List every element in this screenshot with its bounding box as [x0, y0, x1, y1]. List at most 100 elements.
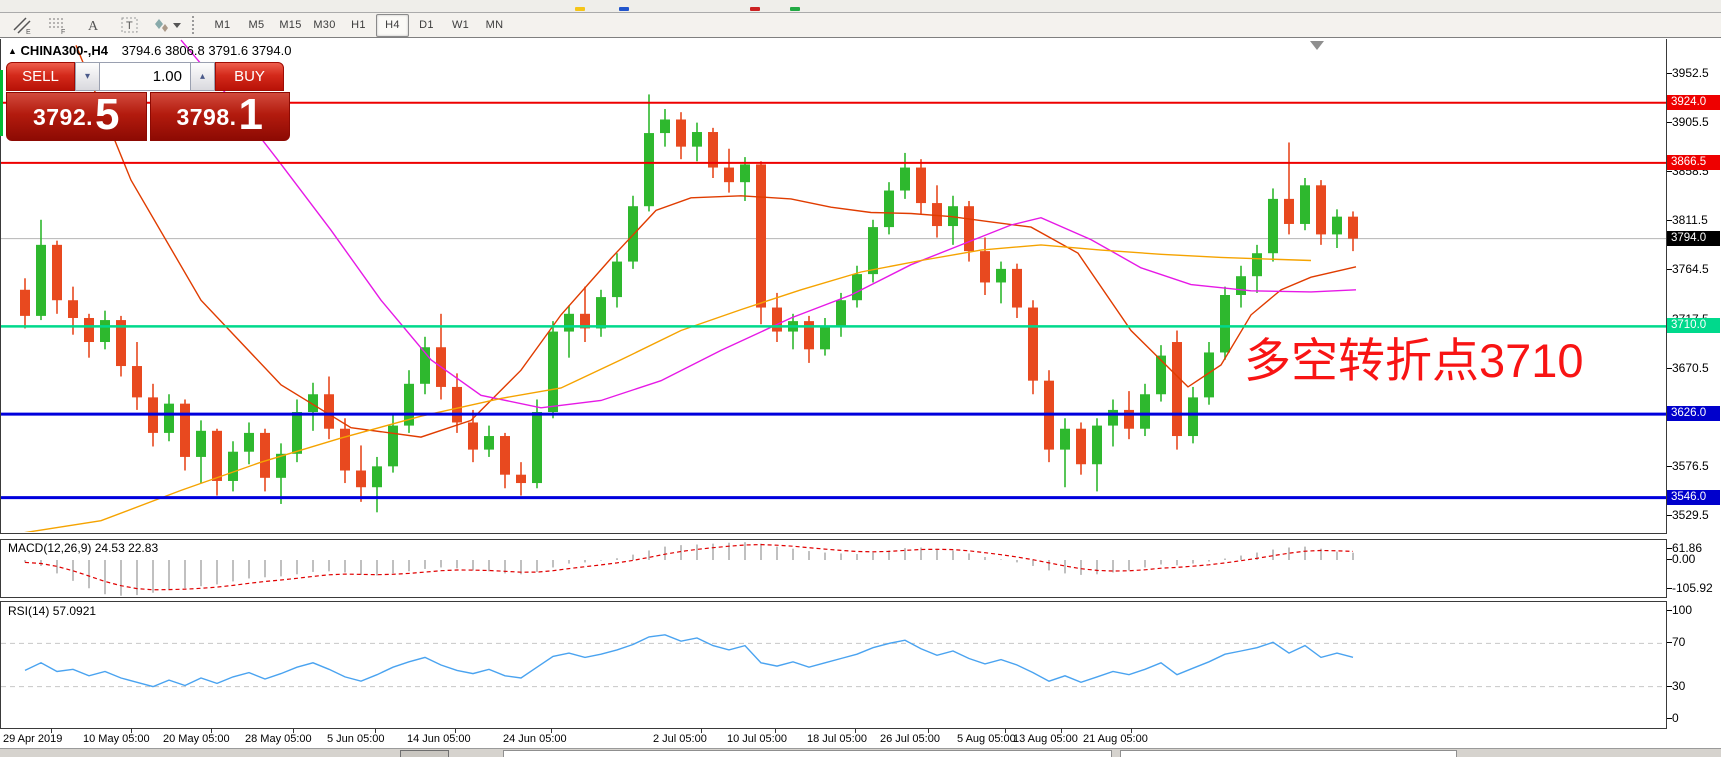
candle-up: [484, 436, 494, 450]
time-axis-tick: [928, 729, 929, 733]
candle-up: [1060, 428, 1070, 450]
candle-down: [356, 470, 366, 488]
rsi-axis-tick: [1667, 610, 1672, 611]
time-axis-label: 5 Jun 05:00: [327, 733, 385, 745]
candle-down: [500, 436, 510, 475]
macd-axis-label: -105.92: [1672, 581, 1713, 595]
rsi-axis-label: 30: [1672, 678, 1686, 693]
time-axis-tick: [855, 729, 856, 733]
candle-down: [1284, 198, 1294, 224]
candle-down: [468, 422, 478, 450]
macd-canvas[interactable]: [1, 540, 1666, 597]
drawing-and-timeframe-toolbar: E F A T M1 M5 M15 M30 H1 H4 D1 W1 MN: [0, 13, 1721, 38]
time-axis-label: 2 Jul 05:00: [653, 733, 707, 745]
price-tick: [1667, 171, 1672, 173]
time-axis-tick: [551, 729, 552, 733]
time-axis-label: 29 Apr 2019: [3, 733, 63, 745]
shapes-dropdown-icon[interactable]: [150, 13, 182, 37]
candle-down: [1348, 216, 1358, 239]
buy-button[interactable]: BUY: [215, 62, 284, 91]
macd-axis-tick: [1667, 559, 1672, 560]
text-label-icon[interactable]: A: [78, 13, 110, 37]
rsi-axis-label: 100: [1672, 603, 1693, 617]
candle-up: [868, 227, 878, 275]
candle-up: [372, 466, 382, 488]
price-tick-label: 3764.5: [1672, 262, 1709, 277]
candle-up: [420, 347, 430, 384]
clipped-tab: [400, 750, 449, 757]
collapse-arrow-icon[interactable]: ▲: [8, 46, 17, 56]
candle-up: [1252, 253, 1262, 277]
chart-title: ▲ CHINA300-,H4 3794.6 3806.8 3791.6 3794…: [8, 43, 291, 58]
time-axis-tick: [131, 729, 132, 733]
candle-up: [884, 190, 894, 228]
candle-up: [548, 331, 558, 413]
candle-up: [388, 425, 398, 467]
candle-up: [1188, 397, 1198, 437]
time-axis-tick: [1005, 729, 1006, 733]
candle-up: [404, 383, 414, 426]
text-tool-icon[interactable]: T: [114, 13, 146, 37]
time-axis-label: 21 Aug 05:00: [1083, 733, 1148, 745]
timeframe-button-m1[interactable]: M1: [214, 19, 231, 31]
candle-up: [836, 300, 846, 327]
timeframe-button-m5[interactable]: M5: [248, 19, 265, 31]
time-axis-tick: [293, 729, 294, 733]
price-badge-3866.5: 3866.5: [1667, 154, 1720, 170]
timeframe-button-h4[interactable]: H4: [376, 13, 409, 37]
timeframe-button-m30[interactable]: M30: [313, 19, 336, 31]
ma-mid-line: [180, 39, 1357, 409]
candle-down: [1172, 342, 1182, 437]
candle-down: [804, 321, 814, 350]
candle-up: [948, 206, 958, 227]
price-badge-3546.0: 3546.0: [1667, 489, 1720, 505]
candle-up: [1300, 185, 1310, 224]
candle-up: [820, 326, 830, 350]
candle-up: [564, 313, 574, 332]
timeframe-button-w1[interactable]: W1: [451, 19, 470, 31]
sell-price-panel[interactable]: 3792 . 5: [6, 92, 147, 141]
chart-shift-marker-icon[interactable]: [1310, 41, 1324, 50]
macd-indicator-pane[interactable]: [0, 539, 1667, 598]
equidistant-channel-icon[interactable]: E: [6, 13, 38, 37]
rsi-indicator-pane[interactable]: [0, 601, 1667, 729]
sell-price-dot: .: [86, 104, 94, 130]
buy-price-frac: 1: [238, 90, 264, 139]
buy-price-panel[interactable]: 3798 . 1: [149, 90, 290, 141]
timeframe-button-d1[interactable]: D1: [419, 19, 434, 31]
timeframe-button-m15[interactable]: M15: [279, 19, 302, 31]
rsi-canvas[interactable]: [1, 602, 1666, 728]
candle-down: [1076, 428, 1086, 465]
sell-button[interactable]: SELL: [6, 62, 75, 91]
chart-text-annotation: 多空转折点3710: [1244, 334, 1584, 387]
candle-up: [1204, 352, 1214, 398]
candle-down: [1124, 409, 1134, 429]
buy-price-main: 3798: [176, 104, 230, 130]
fibonacci-retracement-icon[interactable]: F: [42, 13, 74, 37]
candle-down: [20, 289, 30, 316]
timeframe-button-mn[interactable]: MN: [485, 19, 504, 31]
candle-up: [644, 133, 654, 207]
volume-decrease-button[interactable]: ▾: [75, 62, 100, 91]
time-axis-label: 20 May 05:00: [163, 733, 230, 745]
price-badge-3924.0: 3924.0: [1667, 94, 1720, 110]
rsi-axis-label: 0: [1672, 711, 1679, 725]
candle-up: [1140, 394, 1150, 429]
timeframe-button-h1[interactable]: H1: [351, 19, 366, 31]
timeframe-buttons-group: M1 M5 M15 M30 H1 H4 D1 W1 MN: [206, 13, 512, 37]
one-click-trading-widget: SELL ▾ 1.00 ▴ BUY 3792 . 5 3798 . 1: [6, 62, 290, 141]
rsi-line: [24, 634, 1354, 688]
clipped-upper-toolbar: [0, 0, 1721, 13]
time-axis[interactable]: 29 Apr 2019 10 May 05:00 20 May 05:00 28 Ma…: [0, 729, 1667, 748]
candle-up: [996, 268, 1006, 283]
volume-increase-button[interactable]: ▴: [190, 62, 215, 91]
volume-input[interactable]: 1.00: [100, 62, 190, 91]
macd-axis-tick: [1667, 548, 1672, 549]
time-axis-label: 10 May 05:00: [83, 733, 150, 745]
candle-down: [1316, 185, 1326, 235]
ma-slow-line: [24, 244, 1312, 532]
price-badge-3626.0: 3626.0: [1667, 406, 1720, 422]
candlestick-chart-canvas[interactable]: [1, 39, 1666, 532]
toolbar-separator: [192, 16, 198, 34]
price-tick-label: 3576.5: [1672, 458, 1709, 473]
